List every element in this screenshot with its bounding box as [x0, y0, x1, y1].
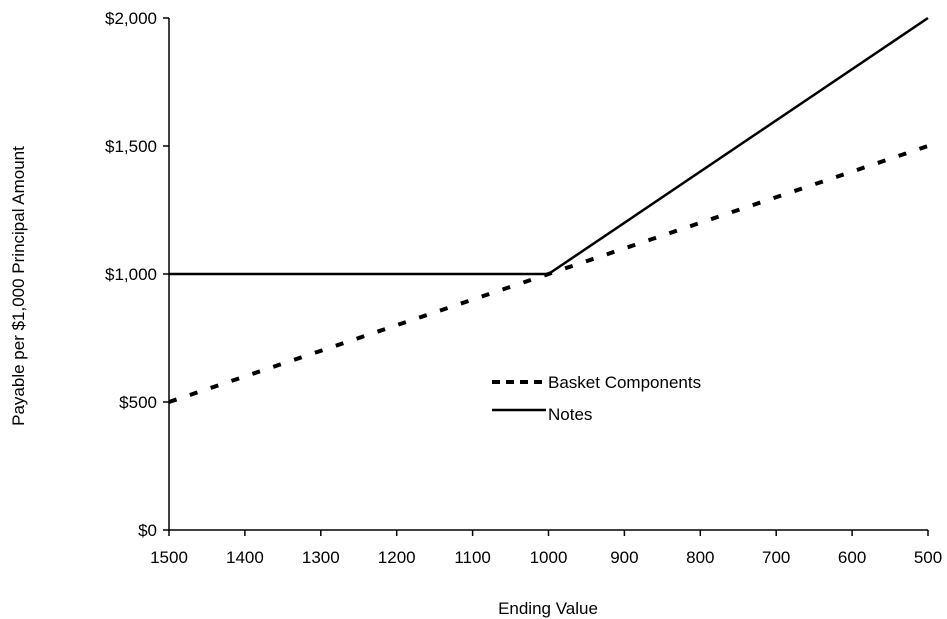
series-layer	[168, 16, 929, 404]
x-axis-ticks: 1500 1400 1300 1200 1100 1000 900 800 700 600 500	[150, 530, 942, 567]
y-tick-label: $1,500	[105, 137, 157, 156]
x-tick-label: 800	[686, 548, 714, 567]
x-tick-label: 600	[838, 548, 866, 567]
x-axis-title: Ending Value	[498, 599, 598, 618]
y-axis-ticks: $0 $500 $1,000 $1,500 $2,000	[105, 9, 169, 540]
legend: Basket Components Notes	[492, 373, 701, 424]
series-line-notes	[169, 16, 929, 276]
x-tick-label: 1000	[530, 548, 568, 567]
x-tick-label: 1400	[226, 548, 264, 567]
x-tick-label: 1300	[302, 548, 340, 567]
legend-label-notes: Notes	[548, 405, 592, 424]
legend-label-basket-components: Basket Components	[548, 373, 701, 392]
y-tick-label: $1,000	[105, 265, 157, 284]
x-tick-label: 700	[762, 548, 790, 567]
x-tick-label: 1200	[378, 548, 416, 567]
x-tick-label: 1100	[454, 548, 491, 567]
x-tick-label: 1500	[150, 548, 188, 567]
y-axis-title: Payable per $1,000 Principal Amount	[9, 146, 28, 426]
y-tick-label: $0	[138, 521, 157, 540]
x-tick-label: 500	[914, 548, 942, 567]
y-tick-label: $500	[119, 393, 157, 412]
x-tick-label: 900	[610, 548, 638, 567]
y-tick-label: $2,000	[105, 9, 157, 28]
